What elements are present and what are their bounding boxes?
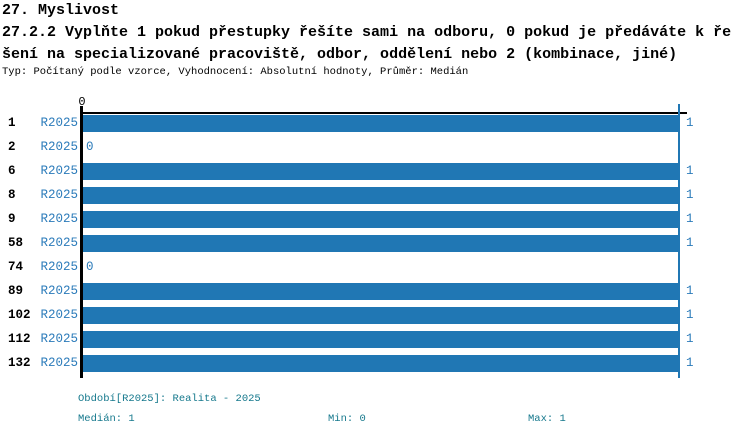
- row-category-label: 89: [8, 284, 24, 298]
- row-series-label: R2025: [40, 236, 78, 250]
- row-series-label: R2025: [40, 212, 78, 226]
- bar: [83, 187, 678, 204]
- row-category-label: 102: [8, 308, 31, 322]
- bar-value-label: 0: [86, 140, 94, 154]
- x-axis-line: [80, 112, 687, 114]
- min-stat-label: Min: 0: [328, 413, 366, 425]
- bar: [83, 307, 678, 324]
- row-series-label: R2025: [40, 116, 78, 130]
- bar-value-label: 1: [686, 236, 694, 250]
- bar: [83, 283, 678, 300]
- row-category-label: 6: [8, 164, 16, 178]
- bar: [83, 331, 678, 348]
- row-category-label: 2: [8, 140, 16, 154]
- bar-value-label: 1: [686, 332, 694, 346]
- page-title: 27. Myslivost: [2, 2, 120, 19]
- question-text-line1: 27.2.2 Vyplňte 1 pokud přestupky řešíte …: [2, 24, 732, 41]
- bar-value-label: 1: [686, 284, 694, 298]
- bar-value-label: 1: [686, 116, 694, 130]
- bar: [83, 235, 678, 252]
- x-axis-tick-label-zero: 0: [78, 95, 86, 109]
- row-series-label: R2025: [40, 284, 78, 298]
- row-series-label: R2025: [40, 308, 78, 322]
- row-series-label: R2025: [40, 260, 78, 274]
- median-stat-label: Medián: 1: [78, 413, 135, 425]
- max-value-gridline: [678, 104, 680, 378]
- bar-value-label: 1: [686, 308, 694, 322]
- row-category-label: 112: [8, 332, 31, 346]
- row-category-label: 9: [8, 212, 16, 226]
- question-text-line2: šení na specializované pracoviště, odbor…: [2, 46, 678, 63]
- bar: [83, 115, 678, 132]
- row-series-label: R2025: [40, 140, 78, 154]
- row-series-label: R2025: [40, 332, 78, 346]
- bar-value-label: 1: [686, 212, 694, 226]
- row-category-label: 74: [8, 260, 24, 274]
- chart-meta-info: Typ: Počítaný podle vzorce, Vyhodnocení:…: [2, 66, 469, 78]
- bar: [83, 211, 678, 228]
- bar-value-label: 1: [686, 356, 694, 370]
- bar: [83, 163, 678, 180]
- row-category-label: 1: [8, 116, 16, 130]
- period-legend-label: Období[R2025]: Realita - 2025: [78, 393, 261, 405]
- row-category-label: 58: [8, 236, 24, 250]
- y-axis-line: [80, 106, 83, 378]
- row-category-label: 132: [8, 356, 31, 370]
- row-series-label: R2025: [40, 356, 78, 370]
- max-stat-label: Max: 1: [528, 413, 566, 425]
- row-category-label: 8: [8, 188, 16, 202]
- bar: [83, 355, 678, 372]
- row-series-label: R2025: [40, 188, 78, 202]
- bar-value-label: 0: [86, 260, 94, 274]
- bar-value-label: 1: [686, 188, 694, 202]
- bar-value-label: 1: [686, 164, 694, 178]
- row-series-label: R2025: [40, 164, 78, 178]
